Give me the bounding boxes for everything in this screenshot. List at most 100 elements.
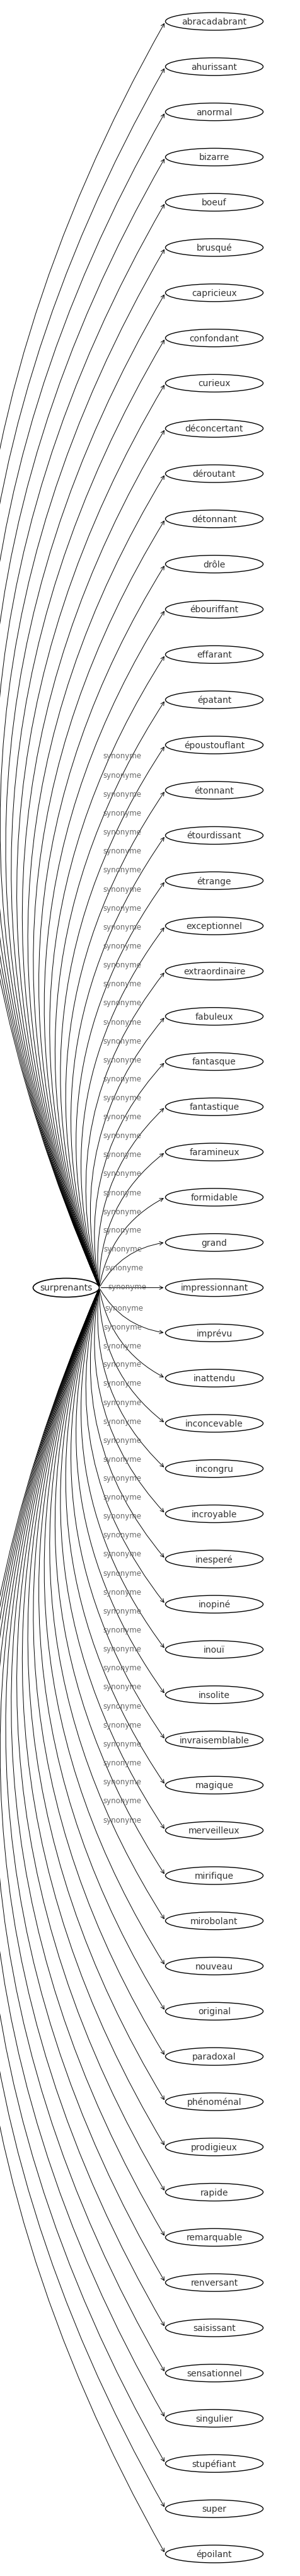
Text: magique: magique [195, 1780, 233, 1790]
Ellipse shape [165, 2138, 262, 2156]
Text: synonyme: synonyme [103, 1226, 142, 1234]
Text: époilant: époilant [196, 2550, 232, 2558]
Text: étourdissant: étourdissant [187, 832, 241, 840]
Text: super: super [202, 2504, 226, 2514]
Text: inopiné: inopiné [198, 1600, 230, 1610]
Text: merveilleux: merveilleux [188, 1826, 239, 1834]
Text: synonyme: synonyme [103, 752, 141, 760]
Ellipse shape [165, 783, 262, 799]
Text: synonyme: synonyme [103, 866, 141, 873]
Ellipse shape [165, 1504, 262, 1522]
Text: synonyme: synonyme [103, 1018, 141, 1025]
Ellipse shape [165, 13, 262, 31]
Text: formidable: formidable [190, 1193, 238, 1203]
Text: synonyme: synonyme [103, 1795, 141, 1806]
Text: synonyme: synonyme [103, 791, 141, 799]
Ellipse shape [165, 2002, 262, 2020]
Text: synonyme: synonyme [103, 922, 141, 930]
Ellipse shape [165, 2318, 262, 2336]
Text: capricieux: capricieux [191, 289, 236, 299]
Ellipse shape [165, 1188, 262, 1206]
Ellipse shape [165, 600, 262, 618]
Text: synonyme: synonyme [103, 1512, 141, 1520]
Text: inattendu: inattendu [193, 1373, 235, 1383]
Text: phénoménal: phénoménal [187, 2097, 241, 2107]
Ellipse shape [165, 2275, 262, 2293]
Text: synonyme: synonyme [103, 904, 141, 912]
Text: synonyme: synonyme [103, 961, 141, 969]
Text: ébouriffant: ébouriffant [190, 605, 238, 613]
Ellipse shape [165, 963, 262, 981]
Text: synonyme: synonyme [103, 1131, 141, 1141]
Text: synonyme: synonyme [103, 1587, 141, 1597]
Text: confondant: confondant [189, 335, 238, 343]
Ellipse shape [165, 240, 262, 258]
Ellipse shape [165, 2048, 262, 2066]
Ellipse shape [165, 1097, 262, 1115]
Text: synonyme: synonyme [103, 1342, 142, 1350]
Ellipse shape [165, 1007, 262, 1025]
Text: synonyme: synonyme [108, 1283, 146, 1291]
Text: synonyme: synonyme [105, 1303, 143, 1311]
Text: synonyme: synonyme [103, 1074, 141, 1082]
Text: nouveau: nouveau [195, 1963, 233, 1971]
Text: épatant: épatant [197, 696, 231, 706]
Ellipse shape [165, 2365, 262, 2383]
Text: synonyme: synonyme [103, 1399, 141, 1406]
Ellipse shape [165, 2545, 262, 2563]
Ellipse shape [165, 873, 262, 889]
Text: anormal: anormal [196, 108, 232, 116]
Ellipse shape [165, 1324, 262, 1342]
Text: extraordinaire: extraordinaire [183, 966, 245, 976]
Text: synonyme: synonyme [103, 1151, 141, 1159]
Text: synonyme: synonyme [103, 1417, 141, 1425]
Text: rapide: rapide [200, 2187, 228, 2197]
Ellipse shape [165, 466, 262, 482]
Ellipse shape [165, 103, 262, 121]
Text: synonyme: synonyme [103, 1625, 141, 1633]
Text: synonyme: synonyme [103, 1378, 141, 1388]
Text: synonyme: synonyme [103, 1703, 141, 1710]
Text: stupéfiant: stupéfiant [192, 2460, 236, 2468]
Text: prodigieux: prodigieux [190, 2143, 237, 2151]
Text: original: original [197, 2007, 230, 2017]
Text: synonyme: synonyme [103, 886, 141, 894]
Text: boeuf: boeuf [201, 198, 226, 206]
Text: singulier: singulier [195, 2414, 233, 2424]
Text: incroyable: incroyable [191, 1510, 237, 1517]
Ellipse shape [165, 193, 262, 211]
Text: synonyme: synonyme [103, 1551, 141, 1558]
Ellipse shape [165, 1054, 262, 1072]
Text: synonyme: synonyme [103, 1816, 141, 1824]
Ellipse shape [165, 510, 262, 528]
Ellipse shape [165, 690, 262, 708]
Ellipse shape [165, 1731, 262, 1749]
Text: synonyme: synonyme [103, 1664, 141, 1672]
Text: bizarre: bizarre [199, 152, 229, 162]
Text: ahurissant: ahurissant [191, 62, 237, 72]
Text: synonyme: synonyme [105, 1265, 143, 1273]
Text: remarquable: remarquable [186, 2233, 242, 2241]
Text: synonyme: synonyme [104, 1324, 142, 1332]
Ellipse shape [165, 1958, 262, 1976]
Text: fantastique: fantastique [189, 1103, 239, 1113]
Text: synonyme: synonyme [103, 848, 141, 855]
Ellipse shape [165, 376, 262, 392]
Text: inesperé: inesperé [195, 1556, 233, 1564]
Text: renversant: renversant [190, 2277, 238, 2287]
Text: curieux: curieux [198, 379, 230, 389]
Text: mirifique: mirifique [194, 1870, 233, 1880]
Text: exceptionnel: exceptionnel [186, 922, 242, 930]
Text: brusqué: brusqué [196, 245, 232, 252]
Text: synonyme: synonyme [103, 999, 141, 1007]
Ellipse shape [165, 737, 262, 755]
Text: synonyme: synonyme [103, 1759, 141, 1767]
Text: grand: grand [201, 1239, 227, 1247]
Ellipse shape [165, 1144, 262, 1162]
Ellipse shape [165, 149, 262, 167]
Text: faramineux: faramineux [189, 1149, 239, 1157]
Text: époustouflant: époustouflant [184, 742, 244, 750]
Text: détonnant: détonnant [191, 515, 236, 523]
Text: synonyme: synonyme [103, 1473, 141, 1481]
Text: synonyme: synonyme [104, 1244, 142, 1252]
